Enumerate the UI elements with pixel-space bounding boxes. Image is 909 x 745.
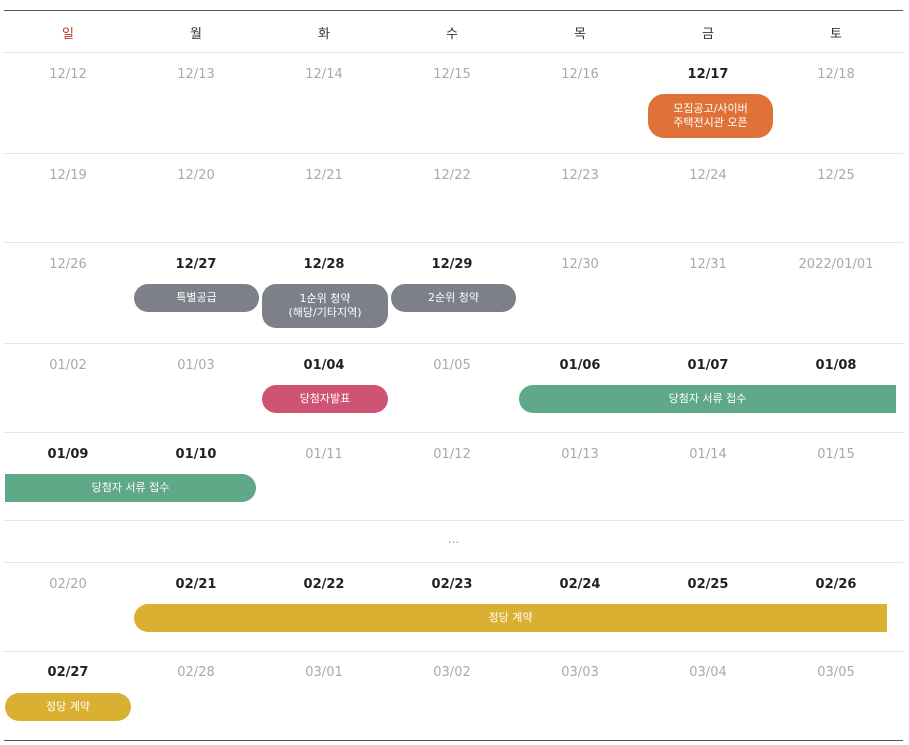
event-first-priority[interactable]: 1순위 청약 (해당/기타지역) [262,284,388,328]
date-cell: 2022/01/01 [798,257,874,272]
date-cell: 01/10 [175,447,217,462]
event-label: 당첨자발표 [299,392,351,405]
date-cell: 12/23 [561,168,599,183]
date-cell: 12/21 [305,168,343,183]
date-cell: 12/15 [433,67,471,82]
date-cell: 01/13 [561,447,599,462]
weekday-wed: 수 [446,27,458,42]
date-cell: 12/22 [433,168,471,183]
date-cell: 12/29 [431,257,473,272]
row-divider [4,651,903,652]
date-cell: 01/02 [49,358,87,373]
date-cell: 12/16 [561,67,599,82]
event-label: 정당 계약 [488,611,533,624]
date-cell: 03/04 [689,665,727,680]
event-label: 1순위 청약 (해당/기타지역) [288,292,362,319]
event-label: 정당 계약 [46,700,90,713]
date-cell: 01/06 [559,358,601,373]
weekday-sat: 토 [830,27,842,42]
row-divider [4,242,903,243]
row-divider [4,432,903,433]
date-cell: 12/17 [687,67,729,82]
date-cell: 12/24 [689,168,727,183]
date-cell: 02/28 [177,665,215,680]
date-cell: 02/24 [559,577,601,592]
event-label: 당첨자 서류 접수 [668,392,747,405]
row-divider [4,562,903,563]
event-winner-docs-cont[interactable]: 당첨자 서류 접수 [5,474,256,502]
date-cell: 12/19 [49,168,87,183]
date-cell: 03/01 [305,665,343,680]
bottom-border [4,740,903,741]
weekday-fri: 금 [702,27,714,42]
date-cell: 01/04 [303,358,345,373]
row-divider [4,520,903,521]
date-cell: 12/30 [561,257,599,272]
date-cell: 02/23 [431,577,473,592]
date-cell: 02/20 [49,577,87,592]
date-cell: 12/20 [177,168,215,183]
date-cell: 01/11 [305,447,343,462]
event-second-priority[interactable]: 2순위 청약 [391,284,516,312]
date-cell: 12/27 [175,257,217,272]
date-cell: 12/14 [305,67,343,82]
event-winner-docs[interactable]: 당첨자 서류 접수 [519,385,896,413]
event-winner-announcement[interactable]: 당첨자발표 [262,385,388,413]
event-label: 2순위 청약 [428,291,479,304]
event-label: 당첨자 서류 접수 [91,481,170,494]
event-contract[interactable]: 정당 계약 [134,604,887,632]
weekday-thu: 목 [574,27,586,42]
date-cell: 12/26 [49,257,87,272]
date-cell: 01/03 [177,358,215,373]
event-special-supply[interactable]: 특별공급 [134,284,259,312]
row-divider [4,343,903,344]
date-cell: 01/14 [689,447,727,462]
row-divider [4,153,903,154]
date-cell: 01/12 [433,447,471,462]
skipped-weeks-ellipsis: ... [447,532,460,546]
weekday-tue: 화 [318,27,330,42]
date-cell: 12/25 [817,168,855,183]
date-cell: 03/03 [561,665,599,680]
date-cell: 01/08 [815,358,857,373]
date-cell: 12/13 [177,67,215,82]
date-cell: 01/07 [687,358,729,373]
date-cell: 02/22 [303,577,345,592]
date-cell: 02/26 [815,577,857,592]
date-cell: 03/05 [817,665,855,680]
date-cell: 03/02 [433,665,471,680]
date-cell: 01/05 [433,358,471,373]
date-cell: 02/27 [47,665,89,680]
date-cell: 01/09 [47,447,89,462]
date-cell: 02/21 [175,577,217,592]
date-cell: 01/15 [817,447,855,462]
event-contract-cont[interactable]: 정당 계약 [5,693,131,721]
date-cell: 12/18 [817,67,855,82]
weekday-sun: 일 [62,27,74,42]
event-label: 모집공고/사이버 주택전시관 오픈 [673,102,748,129]
top-border [4,10,903,11]
date-cell: 12/28 [303,257,345,272]
date-cell: 02/25 [687,577,729,592]
date-cell: 12/31 [689,257,727,272]
date-cell: 12/12 [49,67,87,82]
row-divider [4,52,903,53]
event-label: 특별공급 [176,291,217,304]
weekday-mon: 월 [190,27,202,42]
schedule-calendar: 일 월 화 수 목 금 토 12/12 12/13 12/14 12/15 12… [4,0,903,745]
event-notice-open[interactable]: 모집공고/사이버 주택전시관 오픈 [648,94,773,138]
